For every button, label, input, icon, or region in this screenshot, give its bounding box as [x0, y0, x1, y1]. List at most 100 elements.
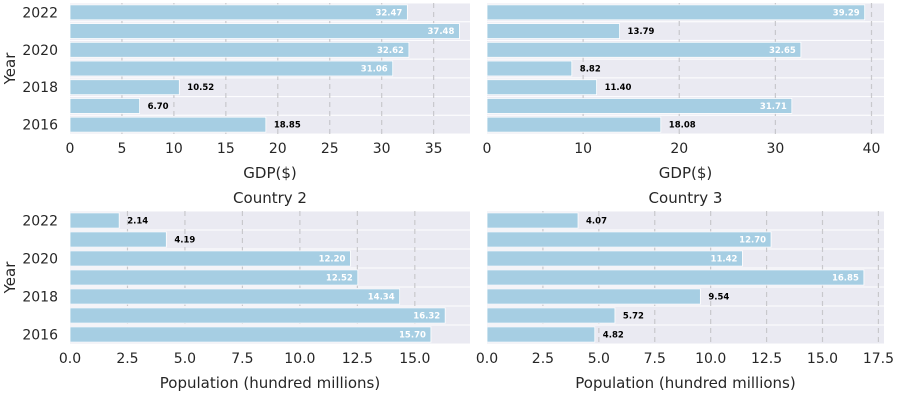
bar-2019 [69, 269, 359, 286]
bar-2021 [69, 231, 167, 248]
bar-value-label: 11.42 [711, 255, 738, 265]
bar-2022 [486, 4, 866, 21]
x-tick-label: 35 [425, 141, 443, 157]
x-tick-label: 12.5 [342, 351, 373, 367]
x-tick-label: 15 [217, 141, 235, 157]
bar-value-label: 18.08 [669, 121, 696, 131]
bar-value-label: 31.06 [361, 65, 388, 75]
bar-value-label: 16.32 [413, 312, 440, 322]
y-axis-label: Year [1, 52, 19, 86]
bar-value-label: 32.62 [377, 46, 404, 56]
bar-2017 [69, 98, 141, 114]
x-tick-label: 20 [269, 141, 287, 157]
bar-2020 [486, 250, 743, 267]
x-axis-label: Population (hundred millions) [160, 374, 380, 392]
bar-2019 [69, 60, 394, 77]
x-tick-label: 15.0 [807, 351, 838, 367]
x-axis-label: Population (hundred millions) [575, 374, 795, 392]
x-tick-label: 30 [766, 141, 784, 157]
y-tick-label: 2022 [22, 214, 58, 230]
bar-value-label: 31.71 [760, 102, 787, 112]
y-tick-label: 2016 [22, 118, 58, 134]
x-tick-label: 30 [373, 141, 391, 157]
chart-title: Country 2 [233, 189, 307, 207]
bar-2022 [69, 212, 120, 229]
x-tick-label: 10 [574, 141, 592, 157]
x-axis-label: GDP($) [659, 164, 712, 182]
x-tick-label: 0 [483, 141, 492, 157]
bar-value-label: 9.54 [708, 293, 729, 303]
bar-2017 [486, 307, 616, 324]
bar-value-label: 2.14 [127, 217, 148, 227]
bar-2016 [486, 116, 662, 133]
bar-value-label: 4.07 [586, 217, 607, 227]
x-tick-label: 12.5 [751, 351, 782, 367]
y-tick-label: 2022 [22, 5, 58, 21]
bar-value-label: 4.19 [174, 236, 195, 246]
bar-2017 [69, 307, 446, 324]
bar-2018 [486, 79, 597, 96]
x-axis-label: GDP($) [243, 164, 296, 182]
bar-2016 [486, 326, 596, 343]
bar-value-label: 12.20 [319, 255, 346, 265]
bar-value-label: 13.79 [628, 27, 655, 37]
bar-value-label: 18.85 [274, 121, 301, 131]
x-tick-label: 2.5 [532, 351, 554, 367]
x-tick-label: 20 [670, 141, 688, 157]
bar-value-label: 6.70 [148, 102, 169, 112]
x-tick-label: 25 [321, 141, 339, 157]
bar-2016 [69, 326, 432, 343]
x-tick-label: 5 [117, 141, 126, 157]
x-tick-label: 7.5 [231, 351, 253, 367]
bar-2020 [69, 41, 410, 58]
bar-value-label: 15.70 [399, 331, 426, 341]
bar-2022 [69, 4, 408, 21]
x-tick-label: 0.0 [59, 351, 81, 367]
x-tick-label: 10.0 [695, 351, 726, 367]
bar-value-label: 11.40 [605, 83, 632, 93]
x-tick-label: 5.0 [174, 351, 196, 367]
x-tick-label: 17.5 [863, 351, 894, 367]
x-tick-label: 5.0 [588, 351, 610, 367]
x-tick-label: 7.5 [644, 351, 666, 367]
bar-value-label: 32.65 [769, 46, 796, 56]
bar-2020 [486, 41, 802, 58]
bar-2021 [486, 231, 772, 248]
x-tick-label: 2.5 [116, 351, 138, 367]
bar-value-label: 5.72 [623, 312, 644, 322]
bar-value-label: 12.70 [739, 236, 766, 246]
bar-value-label: 14.34 [368, 293, 395, 303]
bar-2022 [486, 212, 579, 229]
bar-2019 [486, 60, 573, 77]
y-tick-label: 2020 [22, 252, 58, 268]
x-tick-label: 0 [66, 141, 75, 157]
bar-2017 [486, 98, 793, 114]
y-tick-label: 2020 [22, 43, 58, 59]
bar-2018 [69, 288, 401, 305]
chart-title: Country 3 [649, 189, 723, 207]
bar-value-label: 4.82 [603, 331, 624, 341]
bar-2019 [486, 269, 865, 286]
bar-value-label: 16.85 [832, 274, 859, 284]
x-tick-label: 0.0 [476, 351, 498, 367]
bar-2016 [69, 116, 267, 133]
bar-value-label: 8.82 [580, 65, 601, 75]
bar-value-label: 12.52 [326, 274, 353, 284]
bar-2020 [69, 250, 351, 267]
x-tick-label: 15.0 [399, 351, 430, 367]
x-tick-label: 10.0 [284, 351, 315, 367]
bar-2021 [69, 23, 460, 39]
x-tick-label: 40 [863, 141, 881, 157]
bar-2018 [486, 288, 701, 305]
bar-2018 [69, 79, 180, 96]
y-tick-label: 2018 [22, 80, 58, 96]
bar-value-label: 39.29 [833, 8, 860, 18]
bar-value-label: 32.47 [375, 8, 402, 18]
y-tick-label: 2018 [22, 290, 58, 306]
bar-value-label: 37.48 [428, 27, 455, 37]
y-tick-label: 2016 [22, 328, 58, 344]
bar-value-label: 10.52 [187, 83, 214, 93]
bar-2021 [486, 23, 620, 39]
